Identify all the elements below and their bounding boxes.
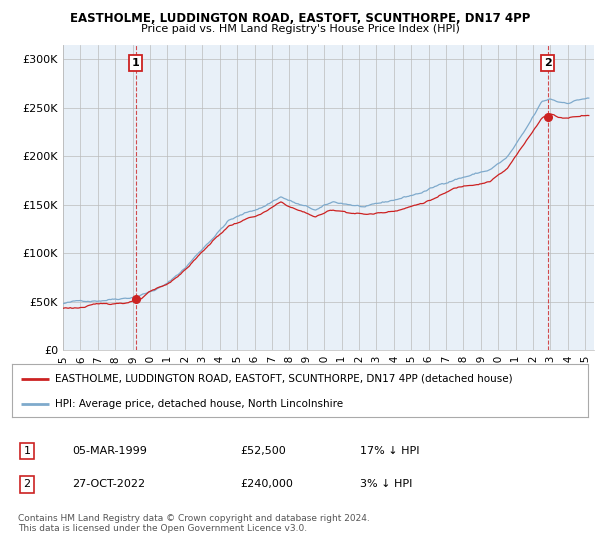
Text: 27-OCT-2022: 27-OCT-2022 — [72, 479, 145, 489]
Text: HPI: Average price, detached house, North Lincolnshire: HPI: Average price, detached house, Nort… — [55, 399, 343, 409]
Text: 1: 1 — [132, 58, 139, 68]
Text: Contains HM Land Registry data © Crown copyright and database right 2024.
This d: Contains HM Land Registry data © Crown c… — [18, 514, 370, 534]
Text: EASTHOLME, LUDDINGTON ROAD, EASTOFT, SCUNTHORPE, DN17 4PP (detached house): EASTHOLME, LUDDINGTON ROAD, EASTOFT, SCU… — [55, 374, 513, 384]
Text: 2: 2 — [544, 58, 551, 68]
Text: £240,000: £240,000 — [240, 479, 293, 489]
Text: 3% ↓ HPI: 3% ↓ HPI — [360, 479, 412, 489]
Text: 17% ↓ HPI: 17% ↓ HPI — [360, 446, 419, 456]
Text: 1: 1 — [23, 446, 31, 456]
Text: 05-MAR-1999: 05-MAR-1999 — [72, 446, 147, 456]
Text: Price paid vs. HM Land Registry's House Price Index (HPI): Price paid vs. HM Land Registry's House … — [140, 24, 460, 34]
Text: £52,500: £52,500 — [240, 446, 286, 456]
Text: 2: 2 — [23, 479, 31, 489]
Text: EASTHOLME, LUDDINGTON ROAD, EASTOFT, SCUNTHORPE, DN17 4PP: EASTHOLME, LUDDINGTON ROAD, EASTOFT, SCU… — [70, 12, 530, 25]
